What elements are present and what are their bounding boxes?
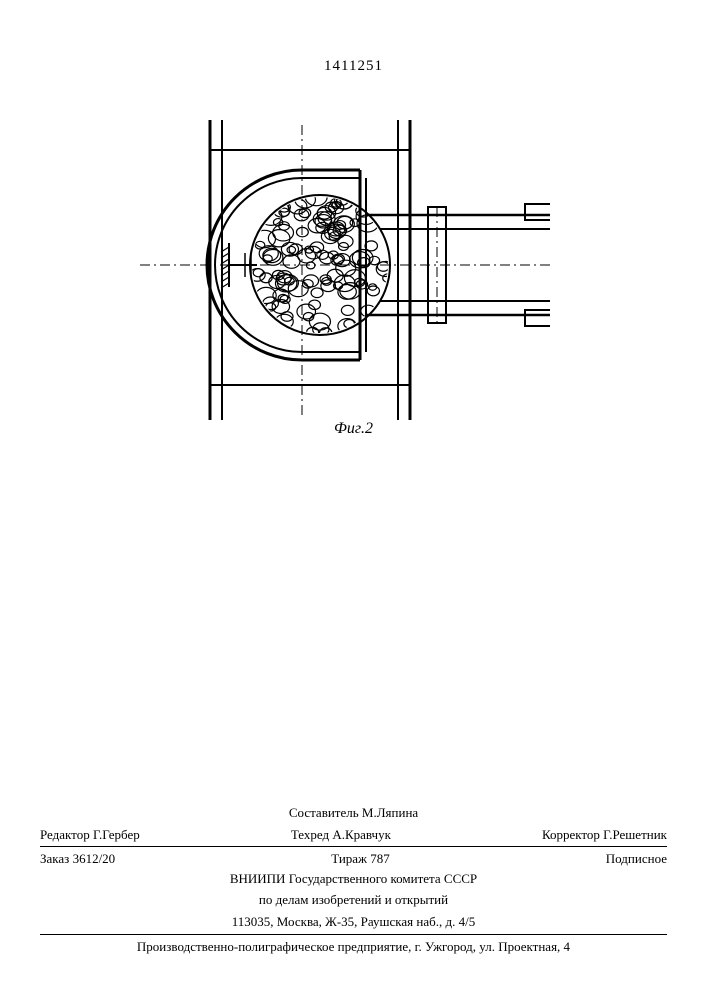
patent-number: 1411251 — [0, 58, 707, 75]
print-house: Производственно-полиграфическое предприя… — [40, 938, 667, 956]
figure-2-drawing — [130, 120, 550, 420]
org-address: 113035, Москва, Ж-35, Раушская наб., д. … — [40, 913, 667, 931]
print-run: 787 — [370, 851, 390, 866]
order-label: Заказ — [40, 851, 69, 866]
org-line-1: ВНИИПИ Государственного комитета СССР — [40, 870, 667, 888]
order-number: 3612/20 — [73, 851, 116, 866]
print-run-label: Тираж — [331, 851, 367, 866]
corrector-label: Корректор — [542, 827, 600, 842]
subscription-label: Подписное — [606, 850, 667, 868]
compiler-name: М.Ляпина — [362, 805, 418, 820]
techred-label: Техред — [291, 827, 329, 842]
editor-label: Редактор — [40, 827, 90, 842]
org-line-2: по делам изобретений и открытий — [40, 891, 667, 909]
corrector-name: Г.Решетник — [603, 827, 667, 842]
compiler-label: Составитель — [289, 805, 359, 820]
editor-name: Г.Гербер — [93, 827, 140, 842]
colophon-footer: Составитель М.Ляпина Редактор Г.Гербер Т… — [40, 804, 667, 960]
techred-name: А.Кравчук — [332, 827, 391, 842]
figure-caption: Фиг.2 — [0, 420, 707, 438]
